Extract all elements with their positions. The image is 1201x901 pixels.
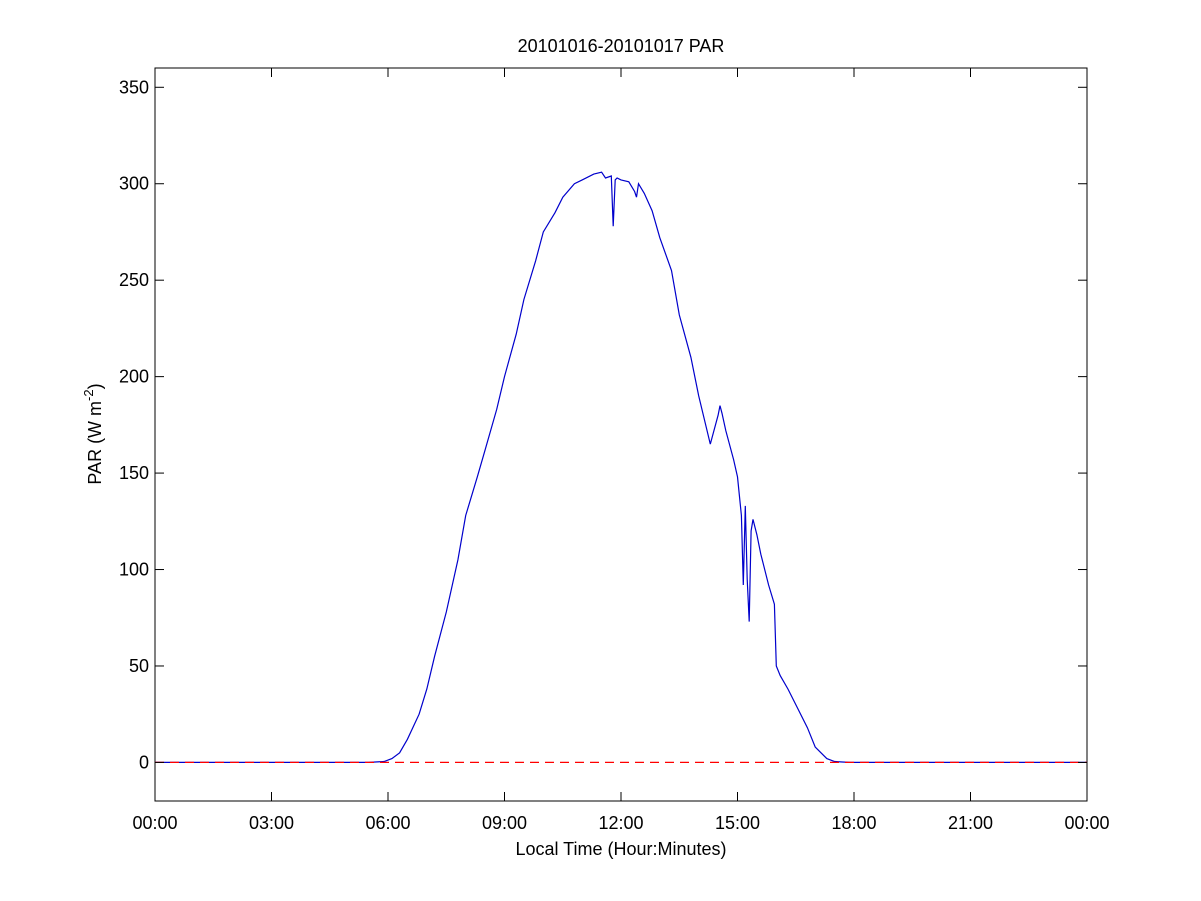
x-tick-label: 12:00 <box>598 813 643 833</box>
x-tick-label: 18:00 <box>831 813 876 833</box>
y-axis-label: PAR (W m-2) <box>81 383 105 484</box>
x-tick-label: 00:00 <box>132 813 177 833</box>
y-axis-label-main: PAR (W m <box>85 401 105 485</box>
y-tick-label: 50 <box>129 656 149 676</box>
y-tick-label: 300 <box>119 174 149 194</box>
y-tick-label: 0 <box>139 752 149 772</box>
y-axis-label-superscript: -2 <box>81 389 96 401</box>
y-tick-label: 100 <box>119 560 149 580</box>
x-axis-label: Local Time (Hour:Minutes) <box>515 839 726 859</box>
y-tick-label: 200 <box>119 367 149 387</box>
plot-area <box>154 67 1088 802</box>
y-tick-label: 350 <box>119 77 149 97</box>
x-tick-label: 15:00 <box>715 813 760 833</box>
x-tick-label: 03:00 <box>249 813 294 833</box>
x-tick-label: 00:00 <box>1064 813 1109 833</box>
par-series-line <box>155 171 1087 764</box>
y-tick-label: 250 <box>119 270 149 290</box>
x-tick-label: 06:00 <box>365 813 410 833</box>
ticks-layer: 00:00 03:00 06:00 09:00 12:00 15:00 18:00 21:00… <box>119 68 1110 833</box>
x-tick-label: 09:00 <box>482 813 527 833</box>
x-tick-label: 21:00 <box>948 813 993 833</box>
y-tick-label: 150 <box>119 463 149 483</box>
series-layer <box>155 171 1087 764</box>
chart-title: 20101016-20101017 PAR <box>518 36 725 56</box>
y-axis-label-tail: ) <box>85 383 105 389</box>
